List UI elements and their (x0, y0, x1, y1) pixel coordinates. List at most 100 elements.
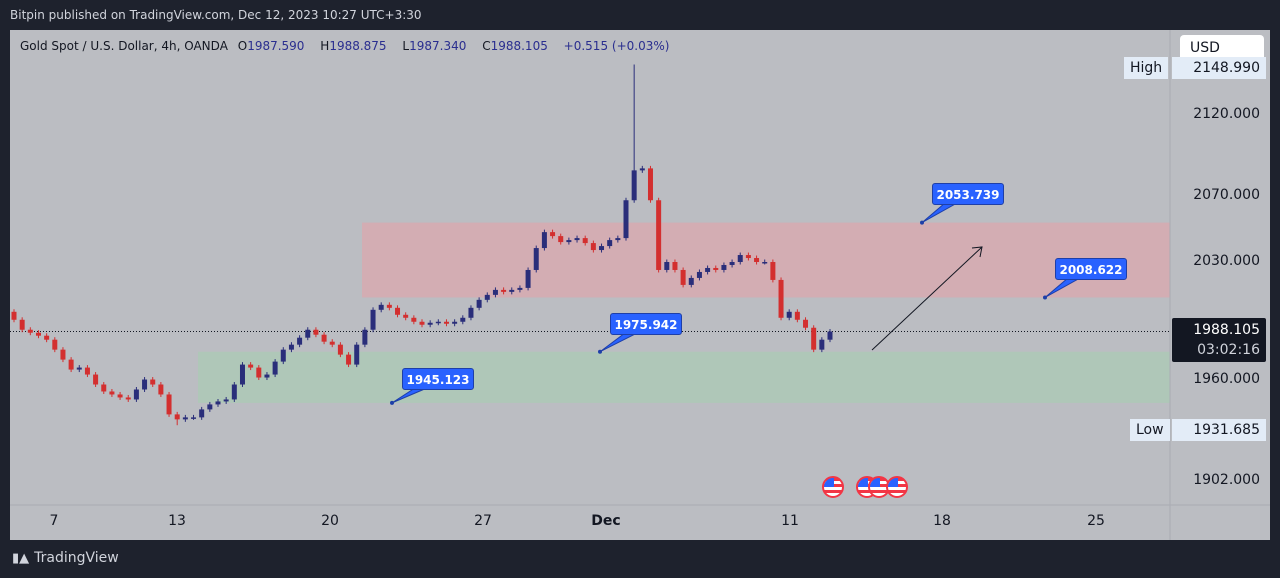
candle-body (370, 309, 376, 330)
candle-body (484, 294, 490, 300)
candle-body (264, 374, 270, 378)
candlestick-chart[interactable] (10, 30, 1270, 540)
candle-body (395, 307, 401, 315)
candle-body (762, 262, 768, 264)
candle-body (35, 332, 41, 336)
time-label: 13 (168, 513, 186, 529)
footer: ▮▲ TradingView (0, 540, 1280, 578)
time-label: 25 (1087, 513, 1105, 529)
current-price: 1988.105 (1193, 322, 1260, 338)
candle-body (403, 314, 409, 318)
current-price-label: 1988.105 03:02:16 (1172, 318, 1266, 362)
candle-body (786, 311, 792, 318)
candle-body (558, 236, 564, 243)
candle-body (93, 374, 99, 385)
candle-body (574, 238, 580, 241)
high-value: 1988.875 (329, 39, 387, 53)
low-tag: Low (1130, 419, 1170, 441)
candle-body (803, 319, 809, 328)
callout-1975[interactable]: 1975.942 (610, 313, 682, 335)
projection-arrow (871, 246, 983, 351)
candle-body (411, 317, 417, 322)
callout-2053[interactable]: 2053.739 (932, 183, 1004, 205)
candle-body (631, 170, 637, 201)
candle-body (386, 304, 392, 308)
time-label: 11 (781, 513, 799, 529)
symbol-legend: Gold Spot / U.S. Dollar, 4h, OANDA O1987… (20, 39, 675, 53)
candle-body (476, 299, 482, 308)
candle-body (827, 331, 833, 340)
arrow-head-icon (971, 246, 983, 258)
currency-button[interactable]: USD (1180, 35, 1264, 61)
candle-body (501, 289, 507, 292)
close-value: 1988.105 (490, 39, 548, 53)
candle-body (329, 341, 335, 345)
candle-body (19, 319, 25, 330)
candle-body (76, 367, 82, 370)
candle-body (215, 401, 221, 405)
bar-countdown: 03:02:16 (1197, 342, 1260, 358)
price-tick: 2030.000 (1193, 253, 1260, 269)
callout-1945[interactable]: 1945.123 (402, 368, 474, 390)
candle-body (672, 262, 678, 270)
candle-body (590, 243, 596, 251)
candle-body (754, 258, 760, 262)
candle-body (378, 304, 384, 310)
candle-body (117, 394, 123, 398)
candle-body (239, 364, 245, 385)
change-value: +0.515 (+0.03%) (563, 39, 670, 53)
time-label: 27 (474, 513, 492, 529)
candle-body (737, 255, 743, 262)
candle-body (443, 321, 449, 324)
callout-2008[interactable]: 2008.622 (1055, 258, 1127, 280)
time-label: 18 (933, 513, 951, 529)
candle-body (158, 384, 164, 395)
candle-body (664, 262, 670, 270)
time-label: 20 (321, 513, 339, 529)
low-label: L (402, 39, 410, 53)
price-tick: 1960.000 (1193, 371, 1260, 387)
candle-body (346, 354, 352, 365)
candle-body (166, 394, 172, 415)
callout-anchor (390, 400, 394, 405)
close-label: C (482, 39, 491, 53)
candle-body (713, 267, 719, 270)
candle-body (191, 417, 197, 419)
candle-body (688, 277, 694, 285)
candle-body (199, 409, 205, 418)
candle-body (729, 262, 735, 265)
us-event-flag-icon[interactable] (886, 476, 908, 498)
candle-body (599, 246, 605, 251)
open-value: 1987.590 (247, 39, 305, 53)
high-price: 2148.990 (1172, 57, 1266, 79)
resistance-zone (362, 222, 1170, 298)
candle-body (231, 384, 237, 400)
open-label: O (237, 39, 248, 53)
candle-body (174, 414, 180, 420)
candle-body (142, 379, 148, 390)
candle-body (770, 262, 776, 280)
candle-body (109, 391, 115, 395)
candle-body (721, 264, 727, 270)
candle-body (223, 399, 229, 402)
candle-body (623, 200, 629, 239)
candle-body (639, 168, 645, 171)
us-event-flag-icon[interactable] (822, 476, 844, 498)
candle-body (337, 344, 343, 355)
low-value: 1987.340 (409, 39, 467, 53)
candle-body (248, 364, 254, 368)
candle-body (297, 337, 303, 345)
brand-name: TradingView (34, 550, 119, 566)
candle-body (582, 238, 588, 244)
candle-body (550, 232, 556, 237)
candle-body (11, 311, 17, 320)
tradingview-logo[interactable]: ▮▲ TradingView (12, 550, 119, 566)
candle-body (468, 307, 474, 318)
support-zone (198, 351, 1170, 403)
low-price: 1931.685 (1172, 419, 1266, 441)
chart-pane[interactable]: Gold Spot / U.S. Dollar, 4h, OANDA O1987… (10, 30, 1270, 540)
candle-body (280, 349, 286, 362)
candle-body (321, 334, 327, 342)
candle-body (84, 367, 90, 375)
candle-body (452, 321, 458, 324)
